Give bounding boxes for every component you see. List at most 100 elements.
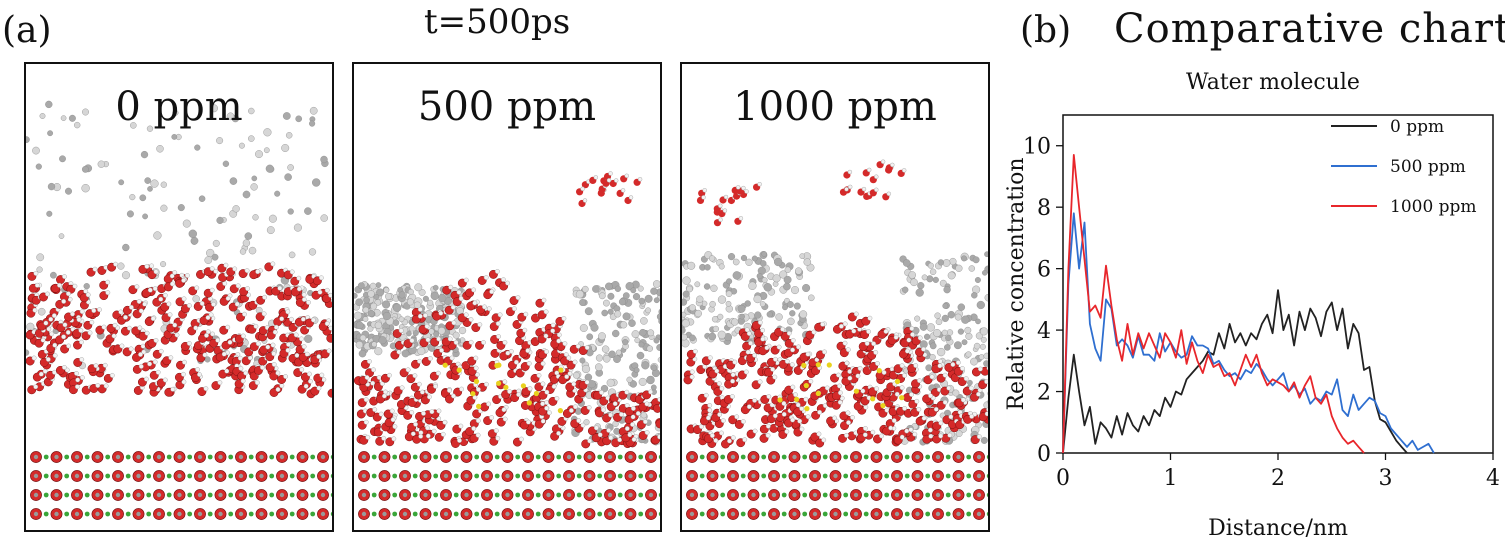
hydrogen-atom bbox=[316, 385, 322, 391]
hydrocarbon-atom bbox=[383, 287, 390, 294]
hydrogen-atom bbox=[582, 198, 588, 203]
hydrocarbon-atom bbox=[682, 311, 687, 318]
hydrogen-atom bbox=[31, 355, 37, 361]
hydrocarbon-atom bbox=[983, 352, 988, 360]
substrate-atom bbox=[474, 454, 480, 460]
hydrogen-atom bbox=[657, 397, 660, 402]
hydrogen-atom bbox=[593, 425, 599, 431]
substrate-atom bbox=[95, 473, 100, 479]
hydrogen-atom bbox=[730, 435, 736, 441]
hydrogen-atom bbox=[630, 422, 635, 427]
hydrocarbon-atom bbox=[432, 284, 439, 291]
additive-atom bbox=[503, 384, 509, 390]
hydrogen-atom bbox=[370, 380, 376, 386]
hydrogen-atom bbox=[62, 364, 67, 370]
hydrogen-atom bbox=[899, 385, 905, 391]
snapshot-panel-500ppm: 500 ppm bbox=[352, 62, 662, 532]
additive-atom bbox=[803, 383, 809, 389]
substrate-atom bbox=[269, 492, 275, 498]
substrate-atom bbox=[197, 492, 203, 498]
hydrogen-atom bbox=[451, 320, 457, 326]
substrate-atom bbox=[43, 492, 49, 498]
hydrocarbon-atom bbox=[147, 186, 153, 192]
y-axis-label: Relative concentration bbox=[1004, 157, 1029, 410]
hydrogen-atom bbox=[222, 281, 228, 286]
substrate-atom bbox=[874, 473, 879, 479]
substrate-atom bbox=[84, 454, 90, 460]
substrate-atom bbox=[453, 511, 459, 517]
hydrogen-atom bbox=[85, 292, 91, 298]
substrate-atom bbox=[822, 454, 828, 460]
hydrogen-atom bbox=[572, 359, 578, 365]
hydrogen-atom bbox=[493, 428, 499, 434]
substrate-atom bbox=[617, 454, 623, 460]
substrate-atom bbox=[535, 492, 541, 498]
hydrogen-atom bbox=[182, 359, 187, 365]
hydrocarbon-atom bbox=[754, 311, 762, 319]
substrate-atom bbox=[771, 454, 777, 460]
hydrocarbon-atom bbox=[653, 297, 660, 304]
substrate-atom bbox=[689, 454, 695, 460]
hydrogen-atom bbox=[105, 279, 111, 285]
hydrocarbon-atom bbox=[287, 208, 294, 215]
substrate-atom bbox=[494, 511, 500, 517]
hydrocarbon-atom bbox=[140, 150, 149, 159]
hydrogen-atom bbox=[436, 336, 442, 342]
substrate-atom bbox=[853, 492, 859, 498]
hydrocarbon-atom bbox=[614, 285, 622, 292]
hydrocarbon-atom bbox=[766, 311, 773, 318]
hydrocarbon-atom bbox=[354, 292, 358, 299]
hydrogen-atom bbox=[301, 292, 307, 298]
hydrocarbon-atom bbox=[973, 342, 981, 350]
substrate-atom bbox=[525, 492, 531, 498]
substrate-atom bbox=[279, 492, 285, 498]
hydrogen-atom bbox=[111, 333, 117, 339]
hydrocarbon-atom bbox=[216, 216, 224, 224]
hydrogen-atom bbox=[364, 375, 370, 380]
hydrocarbon-atom bbox=[981, 269, 988, 276]
x-tick-label: 1 bbox=[1164, 466, 1178, 491]
substrate-atom bbox=[740, 473, 746, 479]
hydrocarbon-atom bbox=[598, 332, 606, 341]
hydrogen-atom bbox=[567, 371, 573, 376]
additive-atom bbox=[494, 363, 500, 369]
hydrogen-atom bbox=[166, 301, 172, 307]
hydrogen-atom bbox=[575, 343, 581, 349]
hydrocarbon-atom bbox=[772, 274, 781, 283]
substrate-atom bbox=[423, 511, 428, 517]
hydrocarbon-atom bbox=[687, 261, 696, 270]
substrate-atom bbox=[925, 454, 931, 460]
hydrogen-atom bbox=[501, 277, 506, 283]
hydrogen-atom bbox=[757, 319, 763, 325]
hydrocarbon-atom bbox=[987, 391, 988, 396]
hydrocarbon-atom bbox=[194, 144, 201, 151]
hydrocarbon-atom bbox=[784, 266, 791, 273]
substrate-atom bbox=[484, 511, 490, 517]
hydrocarbon-atom bbox=[118, 179, 125, 186]
hydrocarbon-atom bbox=[774, 257, 783, 267]
hydrocarbon-atom bbox=[370, 302, 378, 310]
hydrogen-atom bbox=[619, 411, 624, 417]
hydrogen-atom bbox=[232, 266, 238, 272]
substrate-atom bbox=[54, 473, 59, 479]
hydrocarbon-atom bbox=[947, 271, 956, 280]
hydrogen-atom bbox=[544, 349, 549, 355]
hydrocarbon-atom bbox=[242, 190, 251, 199]
hydrocarbon-atom bbox=[704, 264, 711, 271]
hydrocarbon-atom bbox=[238, 142, 245, 149]
hydrogen-atom bbox=[418, 433, 424, 439]
substrate-atom bbox=[218, 473, 223, 479]
hydrogen-atom bbox=[283, 374, 288, 379]
hydrogen-atom bbox=[699, 424, 704, 429]
hydrogen-atom bbox=[780, 326, 786, 332]
hydrocarbon-atom bbox=[644, 294, 653, 303]
substrate-atom bbox=[986, 492, 988, 498]
hydrocarbon-atom bbox=[601, 345, 610, 353]
hydrogen-atom bbox=[586, 405, 592, 410]
hydrogen-atom bbox=[707, 355, 713, 361]
substrate-atom bbox=[761, 454, 767, 460]
substrate-atom bbox=[648, 492, 654, 498]
hydrocarbon-atom bbox=[961, 339, 968, 346]
hydrogen-atom bbox=[824, 385, 830, 391]
hydrogen-atom bbox=[894, 391, 900, 397]
